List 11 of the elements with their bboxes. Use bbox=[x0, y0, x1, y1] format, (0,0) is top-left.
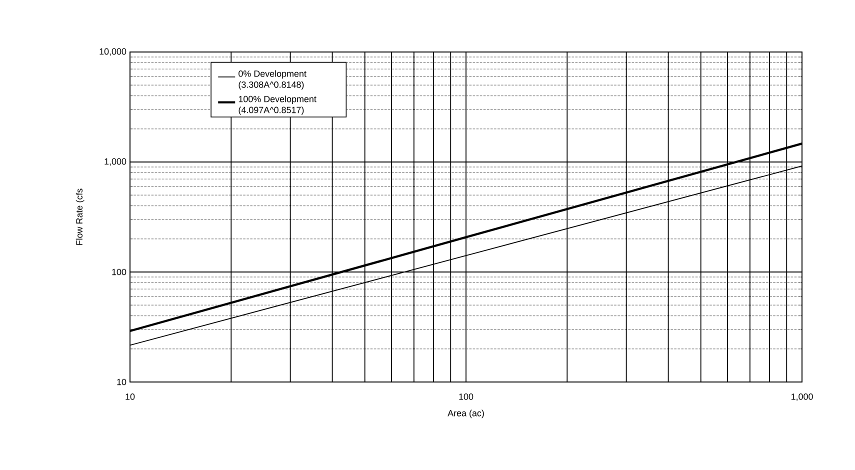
y-tick-label: 10 bbox=[117, 378, 126, 386]
legend-label: 0% Development (3.308A^0.8148) bbox=[238, 70, 306, 90]
y-tick-label: 1,000 bbox=[104, 158, 126, 166]
y-tick-label: 10,000 bbox=[100, 48, 126, 56]
x-tick-label: 100 bbox=[459, 393, 474, 400]
x-axis-title: Area (ac) bbox=[448, 410, 484, 418]
y-axis-title: Flow Rate (cfs bbox=[76, 188, 84, 245]
legend-label: 100% Development (4.097A^0.8517) bbox=[238, 96, 316, 115]
x-tick-label: 1,000 bbox=[791, 393, 813, 401]
x-tick-label: 10 bbox=[126, 393, 135, 400]
y-tick-label: 100 bbox=[112, 268, 126, 276]
